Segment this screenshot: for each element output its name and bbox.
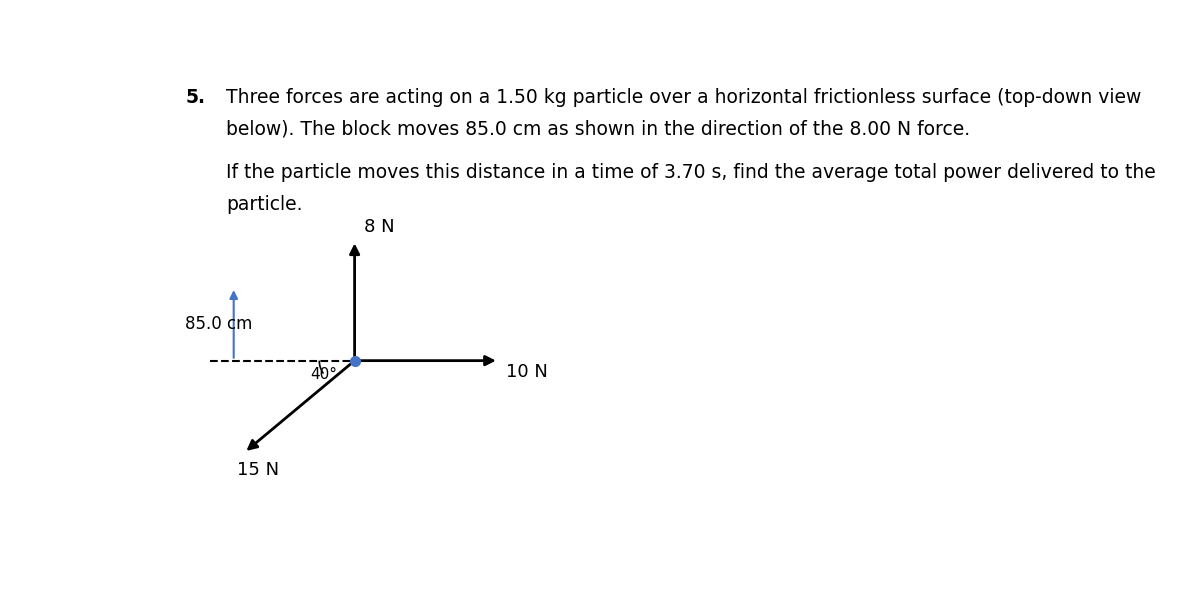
Text: 10 N: 10 N (506, 363, 548, 381)
Text: 5.: 5. (185, 88, 205, 107)
Text: 8 N: 8 N (364, 218, 395, 236)
Text: below). The block moves 85.0 cm as shown in the direction of the 8.00 N force.: below). The block moves 85.0 cm as shown… (227, 120, 971, 139)
Text: If the particle moves this distance in a time of 3.70 s, find the average total : If the particle moves this distance in a… (227, 163, 1156, 182)
Text: 15 N: 15 N (236, 461, 278, 479)
Text: Three forces are acting on a 1.50 kg particle over a horizontal frictionless sur: Three forces are acting on a 1.50 kg par… (227, 88, 1141, 107)
Text: 85.0 cm: 85.0 cm (185, 315, 253, 333)
Text: 40°: 40° (310, 367, 337, 382)
Text: particle.: particle. (227, 195, 302, 215)
